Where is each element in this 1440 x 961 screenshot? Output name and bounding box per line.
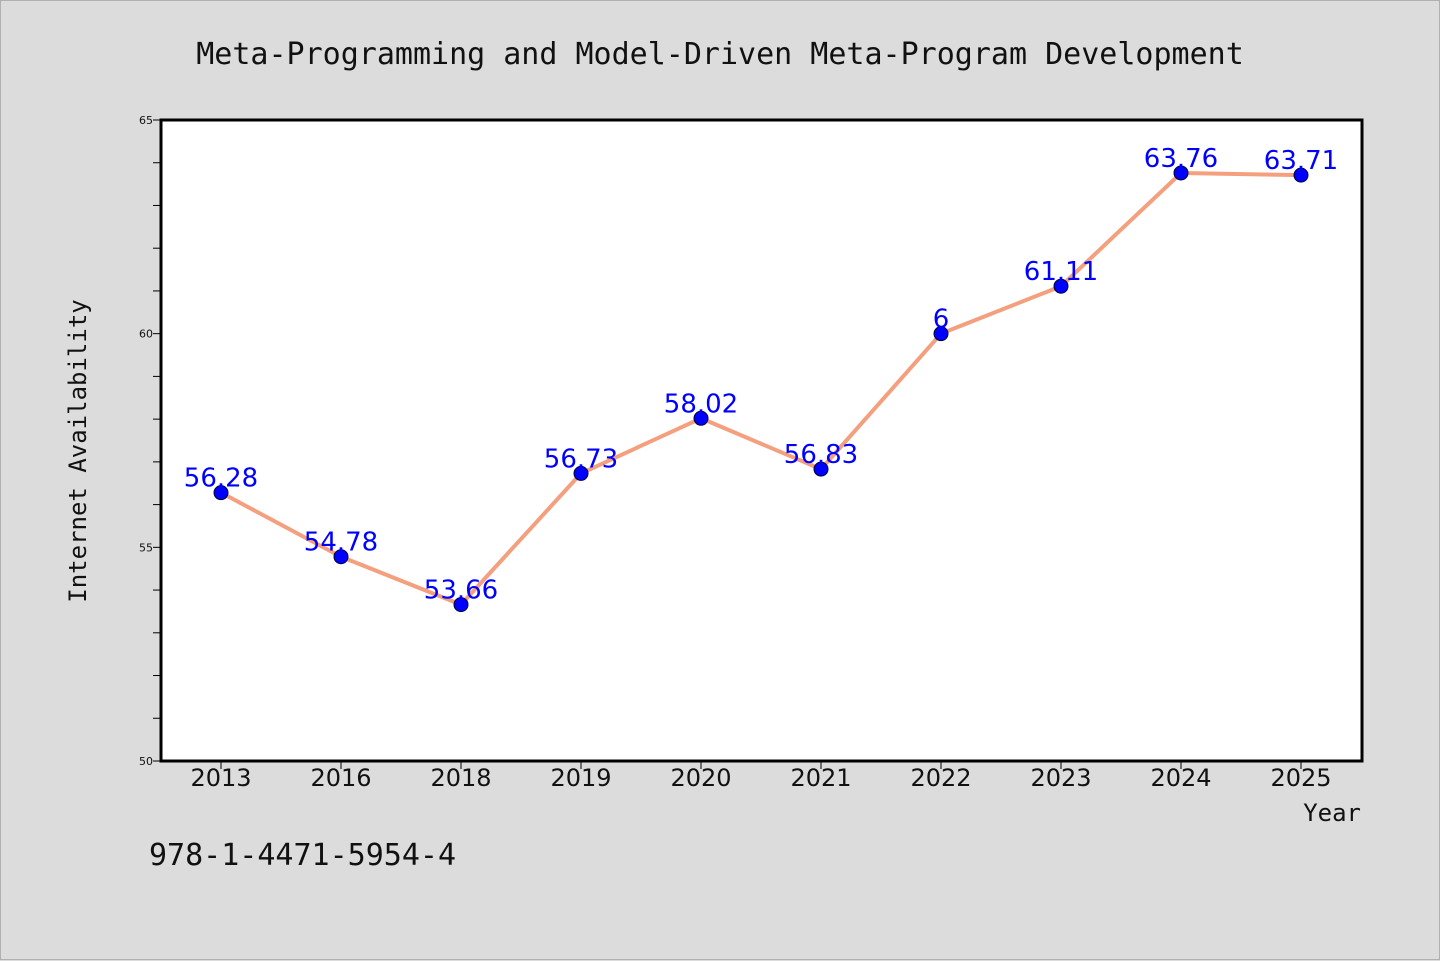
data-label: 63.76	[1144, 144, 1218, 174]
data-point-marker	[1053, 278, 1069, 294]
data-point-marker	[813, 461, 829, 477]
series-line	[220, 170, 1302, 607]
data-label: 56.28	[184, 464, 258, 494]
data-point-marker	[693, 410, 709, 426]
y-axis-title: Internet Availability	[64, 299, 92, 602]
x-tick-labels: 2013 2016 2018 2019 2020 2021 2022 2023 2024 2025	[190, 764, 1331, 792]
series-line-layer	[220, 170, 1302, 607]
y-tick-labels: 50 55 60 65	[139, 114, 153, 768]
data-label: 56.83	[784, 440, 858, 470]
chart-title: Meta-Programming and Model-Driven Meta-P…	[196, 37, 1244, 72]
plot-border	[159, 118, 1364, 763]
data-label: 53.66	[424, 576, 498, 606]
x-tick-label: 2016	[310, 764, 371, 792]
plot-area	[161, 120, 1362, 761]
data-point-marker	[213, 485, 229, 501]
y-tick-label: 50	[139, 755, 153, 768]
x-tick-label: 2018	[430, 764, 491, 792]
y-tick-label: 55	[139, 541, 153, 554]
x-tick-label: 2025	[1270, 764, 1331, 792]
x-tick-label: 2023	[1030, 764, 1091, 792]
data-point-marker	[933, 326, 949, 342]
x-tick-label: 2022	[910, 764, 971, 792]
x-tick-label: 2024	[1150, 764, 1211, 792]
footer-isbn: 978-1-4471-5954-4	[149, 838, 456, 873]
x-tick-label: 2013	[190, 764, 251, 792]
y-tick-label: 60	[139, 328, 153, 341]
x-tick-label: 2019	[550, 764, 611, 792]
data-label: 61.11	[1024, 257, 1098, 287]
y-tick-label: 65	[139, 114, 153, 127]
marker-layer	[213, 165, 1309, 613]
data-point-marker	[453, 597, 469, 613]
data-label: 6	[933, 305, 950, 335]
data-label: 58.02	[664, 389, 738, 419]
x-tick-label: 2020	[670, 764, 731, 792]
data-point-marker	[333, 549, 349, 565]
data-point-marker	[1173, 165, 1189, 181]
data-label: 56.73	[544, 444, 618, 474]
x-tick-label: 2021	[790, 764, 851, 792]
x-axis-title: Year	[1303, 799, 1361, 827]
data-point-marker	[573, 465, 589, 481]
data-label: 63.71	[1264, 146, 1338, 176]
data-label: 54.78	[304, 528, 378, 558]
data-point-marker	[1293, 167, 1309, 183]
data-label-layer: 56.28 54.78 53.66 56.73 58.02 56.83 6 61.11 63.7…	[184, 144, 1338, 606]
